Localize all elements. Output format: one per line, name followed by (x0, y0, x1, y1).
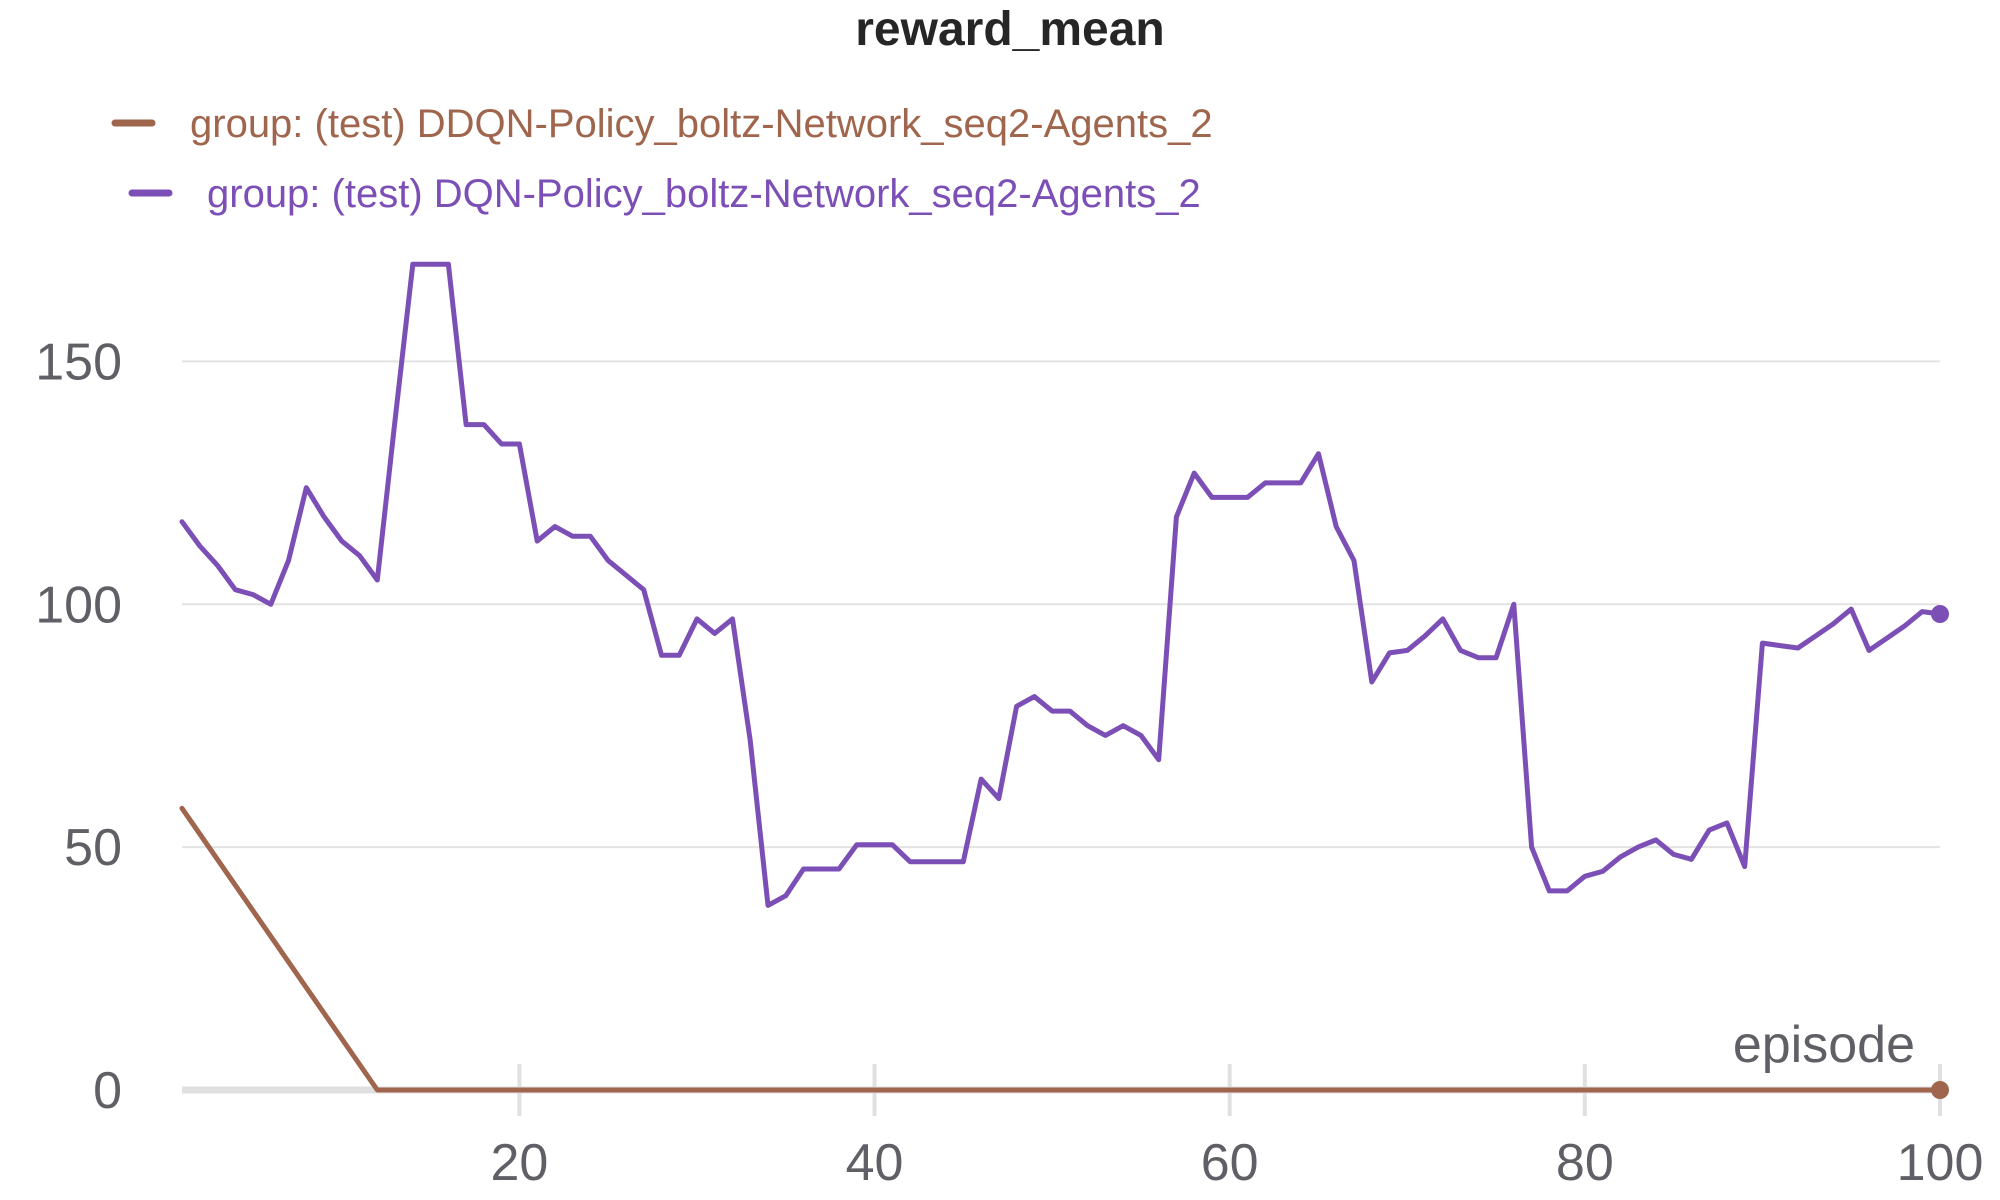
x-axis-label: episode (1733, 1016, 1915, 1074)
legend-label-2[interactable]: group: (test) DQN-Policy_boltz-Network_s… (207, 172, 1201, 216)
y-axis-tick-labels: 0 50 100 150 (35, 333, 122, 1120)
y-tick-label-150: 150 (35, 333, 122, 391)
x-tick-label-20: 20 (490, 1134, 548, 1192)
x-tick-label-40: 40 (846, 1134, 904, 1192)
legend-label-1[interactable]: group: (test) DDQN-Policy_boltz-Network_… (190, 102, 1213, 146)
y-tick-label-50: 50 (64, 819, 122, 877)
y-tick-label-0: 0 (93, 1062, 122, 1120)
series-end-point-1[interactable] (1931, 1081, 1949, 1099)
series-line-1[interactable] (179, 805, 1943, 1093)
series-end-point-2[interactable] (1931, 605, 1949, 623)
grid-lines (182, 360, 1940, 849)
series-lines[interactable] (179, 261, 1949, 1099)
legend[interactable]: group: (test) DDQN-Policy_boltz-Network_… (111, 102, 1213, 216)
chart-title: reward_mean (855, 3, 1165, 56)
y-tick-label-100: 100 (35, 576, 122, 634)
series-line-2[interactable] (179, 261, 1943, 908)
x-tick-label-80: 80 (1556, 1134, 1614, 1192)
x-tick-label-100: 100 (1897, 1134, 1984, 1192)
x-axis: 20 40 60 80 100 (182, 1064, 1983, 1192)
x-tick-label-60: 60 (1201, 1134, 1259, 1192)
